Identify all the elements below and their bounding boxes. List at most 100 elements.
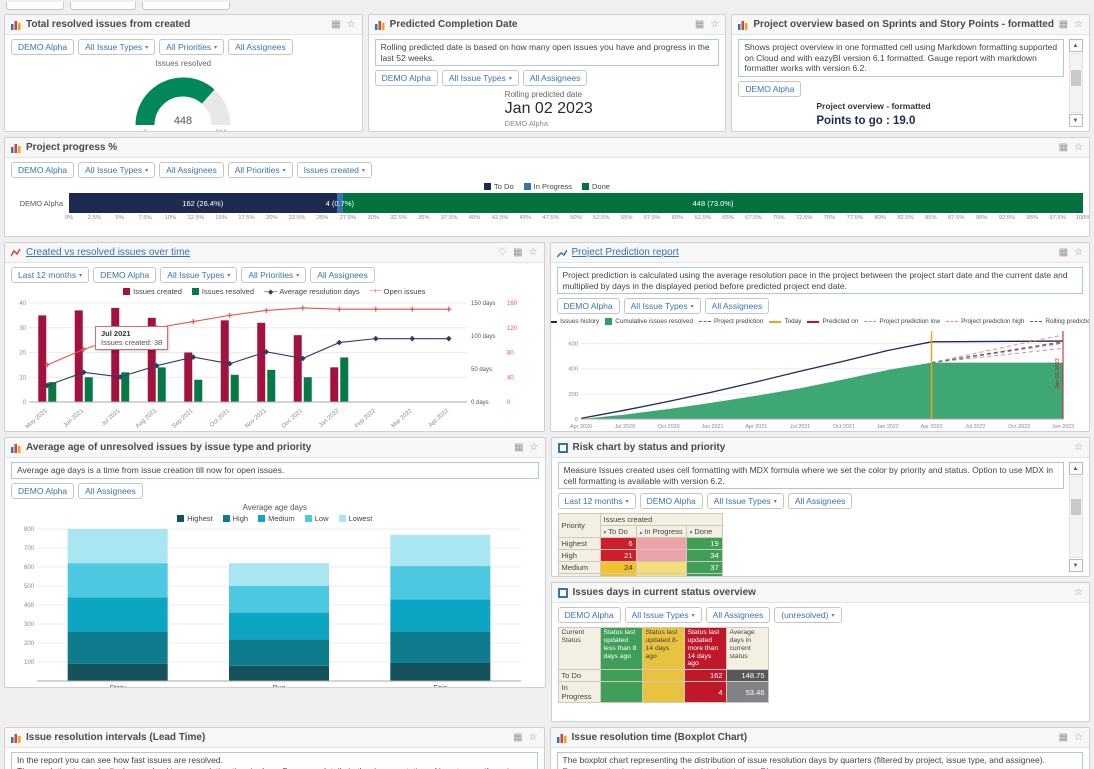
table-column-header[interactable]: ▾ To Do	[599, 525, 637, 539]
filter-chip[interactable]: All Assignees	[704, 298, 770, 315]
legend-item[interactable]: To Do	[484, 182, 514, 191]
filter-chip[interactable]: All Issue Types ▾	[706, 493, 784, 510]
bar-segment[interactable]: 448 (73.0%)	[343, 193, 1083, 213]
scroll-down-button[interactable]: ▼	[1068, 559, 1083, 573]
legend-item[interactable]: Project prediction	[699, 318, 763, 325]
filter-chip[interactable]: (unresolved) ▾	[774, 607, 842, 624]
table-column-header[interactable]: ▾ Done	[685, 525, 723, 539]
table-cell	[599, 669, 643, 683]
star-icon[interactable]: ☆	[1074, 441, 1083, 453]
svg-text:Sep 2021: Sep 2021	[171, 408, 195, 430]
bar-segment[interactable]: 162 (26.4%)	[69, 193, 337, 213]
filter-chip[interactable]: DEMO Alpha	[11, 39, 75, 55]
legend-item[interactable]: Medium	[258, 514, 295, 523]
legend-item[interactable]: Lowest	[338, 514, 372, 523]
legend-item[interactable]: Issues created	[123, 287, 182, 296]
filter-chip[interactable]: Last 12 months ▾	[557, 493, 636, 510]
legend-item[interactable]: Issues resolved	[191, 287, 254, 296]
filter-chip[interactable]: All Assignees	[522, 70, 588, 87]
grid-icon[interactable]: ▦	[513, 731, 523, 743]
filter-chip[interactable]: All Issue Types ▾	[624, 607, 702, 624]
legend-item[interactable]: Issues history	[550, 318, 599, 325]
star-icon[interactable]: ☆	[529, 441, 539, 453]
filter-chip[interactable]: All Issue Types ▾	[78, 162, 156, 178]
legend-item[interactable]: Predicted on	[807, 318, 858, 325]
scroll-thumb[interactable]	[1070, 499, 1081, 516]
legend-item[interactable]: ─◆─ Average resolution days	[264, 287, 360, 296]
star-icon[interactable]: ☆	[710, 18, 720, 30]
grid-icon[interactable]: ▦	[694, 18, 705, 30]
toolbar-button[interactable]	[6, 2, 64, 10]
svg-text:600: 600	[568, 342, 578, 348]
filter-chip[interactable]: All Assignees	[228, 39, 293, 55]
filter-chip[interactable]: DEMO Alpha	[557, 607, 621, 624]
sort-arrow-icon: ▾	[689, 530, 693, 537]
legend-item[interactable]: Rolling prediction	[1030, 318, 1089, 325]
filter-chip[interactable]: All Issue Types ▾	[78, 39, 156, 55]
star-icon[interactable]: ☆	[1074, 141, 1083, 153]
star-icon[interactable]: ☆	[1074, 731, 1083, 743]
star-icon[interactable]: ☆	[1074, 586, 1083, 598]
bar-segment[interactable]: 4 (0.7%)	[326, 193, 354, 213]
legend-item[interactable]: ─+─ Open issues	[369, 287, 426, 296]
table-row-header: To Do	[557, 669, 601, 683]
filter-chip[interactable]: All Issue Types ▾	[441, 70, 519, 87]
legend-item[interactable]: Cumulative issues resolved	[605, 318, 693, 326]
documentation-link[interactable]: Documentation how to create a boxplot ch…	[563, 766, 771, 769]
toolbar-button[interactable]	[142, 2, 230, 10]
filter-chip[interactable]: DEMO Alpha	[556, 298, 620, 315]
legend-item[interactable]: Project prediction high	[946, 318, 1024, 325]
legend-item[interactable]: Highest	[177, 514, 213, 523]
filter-chip[interactable]: DEMO Alpha	[639, 493, 703, 510]
legend-item[interactable]: Project prediction low	[864, 318, 940, 325]
filter-chip[interactable]: All Assignees	[159, 162, 224, 178]
legend-item[interactable]: Today	[769, 318, 801, 325]
legend-item[interactable]: Done	[582, 182, 610, 191]
filter-chip[interactable]: All Assignees	[787, 493, 853, 510]
star-icon[interactable]: ☆	[1074, 18, 1084, 30]
filter-chip[interactable]: DEMO Alpha	[93, 267, 157, 283]
table-column-header[interactable]: ▴ In Progress	[635, 525, 687, 539]
filter-chip[interactable]: All Issue Types ▾	[160, 267, 238, 283]
filter-chip[interactable]: DEMO Alpha	[11, 482, 75, 499]
filter-chip[interactable]: DEMO Alpha	[11, 162, 75, 178]
star-icon[interactable]: ☆	[1074, 246, 1083, 258]
toolbar-button[interactable]	[70, 2, 136, 10]
scroll-track[interactable]	[1068, 53, 1083, 113]
filter-chip[interactable]: All Priorities ▾	[159, 39, 225, 55]
filter-chip[interactable]: All Priorities ▾	[227, 162, 293, 178]
grid-icon[interactable]: ▦	[513, 246, 523, 258]
grid-icon[interactable]: ▦	[1058, 246, 1069, 258]
scrollbar[interactable]: ▲ ▼	[1068, 39, 1083, 127]
scroll-up-button[interactable]: ▲	[1068, 462, 1083, 475]
filter-chip[interactable]: All Assignees	[705, 607, 771, 624]
scrollbar[interactable]: ▲ ▼	[1068, 462, 1083, 573]
filter-chip[interactable]: All Assignees	[78, 482, 143, 499]
legend-item[interactable]: In Progress	[523, 182, 572, 191]
grid-icon[interactable]: ▦	[331, 18, 341, 30]
heart-icon[interactable]: ♡	[498, 246, 508, 258]
filter-chip[interactable]: Last 12 months ▾	[11, 267, 90, 283]
scroll-down-button[interactable]: ▼	[1068, 114, 1083, 127]
panel-title-link[interactable]: Created vs resolved issues over time	[26, 247, 190, 258]
panel-title-link[interactable]: Project Prediction report	[571, 247, 679, 258]
grid-icon[interactable]: ▦	[1058, 18, 1069, 30]
scroll-track[interactable]	[1068, 476, 1083, 559]
star-icon[interactable]: ☆	[528, 246, 538, 258]
legend-item[interactable]: Low	[304, 514, 329, 523]
legend-item[interactable]: High	[222, 514, 248, 523]
filter-chip[interactable]: All Priorities ▾	[241, 267, 307, 283]
filter-chip[interactable]: All Assignees	[310, 267, 375, 283]
filter-chip[interactable]: All Issue Types ▾	[623, 298, 701, 315]
grid-icon[interactable]: ▦	[514, 441, 524, 453]
scroll-thumb[interactable]	[1070, 70, 1081, 87]
grid-icon[interactable]: ▦	[1058, 731, 1069, 743]
filter-chip[interactable]: Issues created ▾	[296, 162, 372, 178]
star-icon[interactable]: ☆	[528, 731, 538, 743]
filter-chip[interactable]: DEMO Alpha	[738, 80, 802, 97]
scroll-up-button[interactable]: ▲	[1068, 39, 1083, 52]
documentation-link[interactable]: documentation of how to specify various …	[17, 766, 522, 769]
star-icon[interactable]: ☆	[346, 18, 356, 30]
grid-icon[interactable]: ▦	[1058, 141, 1069, 153]
filter-chip[interactable]: DEMO Alpha	[374, 70, 438, 87]
